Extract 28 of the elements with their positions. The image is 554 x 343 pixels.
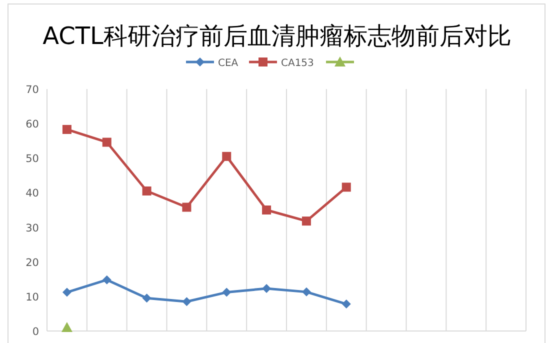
point	[342, 182, 351, 192]
point	[182, 202, 192, 212]
point	[222, 288, 232, 297]
point	[62, 288, 72, 297]
legend-label: CEA	[218, 58, 238, 69]
y-tick-label: 30	[26, 222, 39, 234]
point	[262, 206, 272, 214]
y-tick-label: 10	[26, 291, 39, 304]
point	[102, 275, 112, 284]
y-tick-label: 50	[26, 153, 39, 166]
point	[262, 284, 272, 293]
point	[302, 216, 311, 226]
y-tick-label: 60	[26, 118, 39, 131]
point	[142, 186, 152, 196]
point	[142, 294, 152, 303]
y-tick-label: 0	[32, 326, 39, 338]
point	[61, 322, 72, 332]
point	[62, 124, 72, 134]
chart-title: ACTL科研治疗前后血清肿瘤标志物前后对比	[42, 22, 512, 50]
legend-label: CA153	[281, 58, 314, 69]
point	[302, 287, 311, 296]
point	[222, 152, 232, 161]
y-tick-label: 40	[26, 188, 39, 200]
point	[182, 297, 192, 306]
point	[102, 138, 112, 147]
y-tick-label: 70	[26, 84, 39, 96]
y-tick-label: 20	[26, 256, 39, 269]
point	[342, 300, 351, 309]
